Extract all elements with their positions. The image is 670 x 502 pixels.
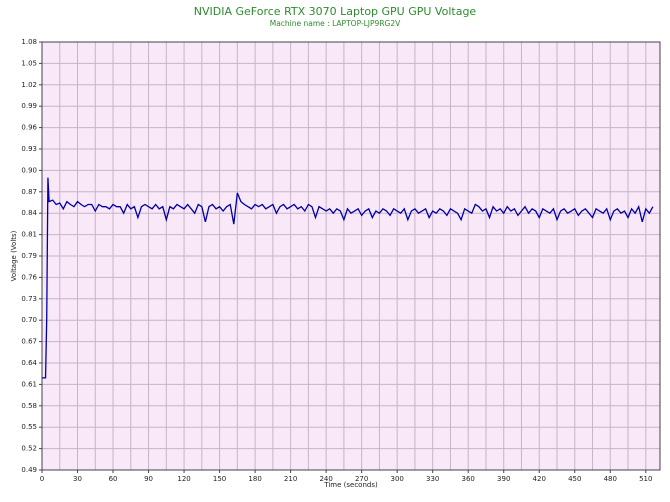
y-tick-label: 0.90: [21, 166, 37, 174]
y-tick-label: 0.58: [21, 402, 37, 410]
y-tick-label: 0.52: [21, 445, 37, 453]
y-axis-label: Voltage (Volts): [10, 230, 18, 281]
x-tick-label: 480: [604, 475, 617, 483]
x-tick-label: 270: [355, 475, 368, 483]
y-tick-label: 1.08: [21, 38, 37, 46]
y-tick-label: 0.76: [21, 273, 37, 281]
x-tick-label: 360: [462, 475, 475, 483]
y-tick-label: 0.64: [21, 359, 37, 367]
x-tick-label: 390: [497, 475, 510, 483]
x-tick-label: 420: [533, 475, 546, 483]
x-tick-label: 330: [426, 475, 439, 483]
x-tick-label: 30: [73, 475, 82, 483]
data-line: [42, 177, 654, 379]
y-tick-label: 1.05: [21, 59, 37, 67]
y-tick-label: 0.67: [21, 338, 37, 346]
x-tick-label: 180: [248, 475, 261, 483]
y-tick-label: 0.55: [21, 423, 37, 431]
x-tick-label: 510: [639, 475, 652, 483]
y-tick-label: 0.61: [21, 380, 37, 388]
x-tick-label: 240: [319, 475, 332, 483]
chart-subtitle: Machine name : LAPTOP-LJP9RG2V: [270, 19, 401, 28]
x-tick-label: 210: [284, 475, 297, 483]
x-tick-label: 300: [390, 475, 403, 483]
chart-title: NVIDIA GeForce RTX 3070 Laptop GPU GPU V…: [194, 5, 477, 18]
y-tick-label: 0.99: [21, 102, 37, 110]
x-tick-label: 0: [40, 475, 44, 483]
y-tick-label: 0.79: [21, 252, 37, 260]
x-axis-label: Time (seconds): [323, 481, 378, 489]
y-tick-label: 0.96: [21, 124, 37, 132]
plot-border: [41, 41, 661, 471]
y-tick-label: 0.49: [21, 466, 37, 474]
y-tick-label: 0.81: [21, 231, 37, 239]
x-tick-label: 150: [213, 475, 226, 483]
y-tick-label: 1.02: [21, 81, 37, 89]
y-tick-label: 0.87: [21, 188, 37, 196]
y-tick-label: 0.70: [21, 316, 37, 324]
y-tick-label: 0.84: [21, 209, 37, 217]
y-tick-label: 0.73: [21, 295, 37, 303]
y-tick-label: 0.93: [21, 145, 37, 153]
x-tick-label: 60: [109, 475, 118, 483]
x-tick-label: 120: [177, 475, 190, 483]
x-tick-label: 450: [568, 475, 581, 483]
x-tick-label: 90: [144, 475, 153, 483]
